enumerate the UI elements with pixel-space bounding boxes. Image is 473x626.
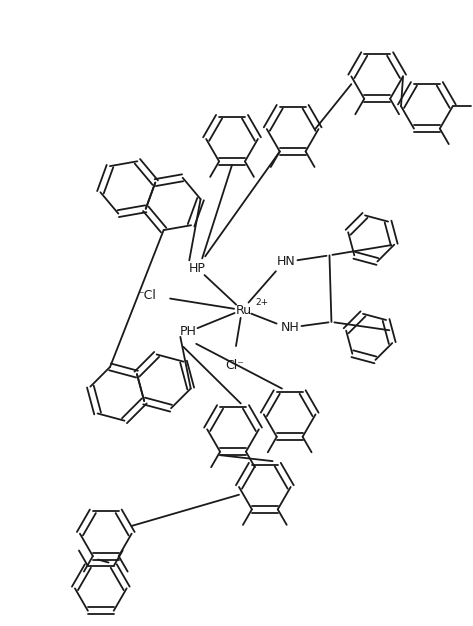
Text: Cl⁻: Cl⁻: [226, 359, 245, 372]
Text: HP: HP: [189, 262, 206, 275]
Text: NH: NH: [280, 321, 299, 334]
Text: 2+: 2+: [255, 297, 268, 307]
Text: ⁻Cl: ⁻Cl: [137, 289, 156, 302]
Text: PH: PH: [180, 326, 197, 339]
Text: HN: HN: [276, 255, 295, 268]
Text: Ru: Ru: [236, 304, 252, 317]
